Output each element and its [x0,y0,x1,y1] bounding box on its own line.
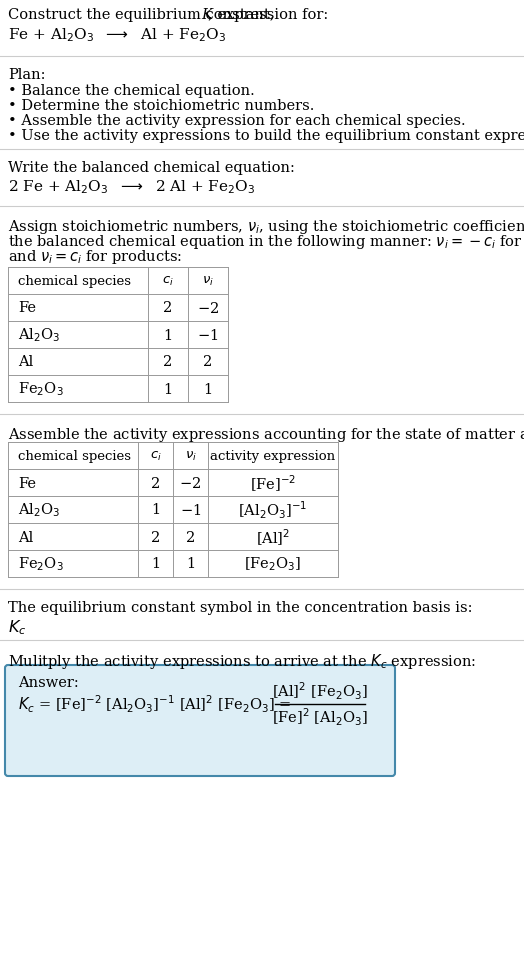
Text: [Al$_2$O$_3$]$^{-1}$: [Al$_2$O$_3$]$^{-1}$ [238,500,308,522]
Text: 1: 1 [163,383,172,396]
Text: [Fe]$^{-2}$: [Fe]$^{-2}$ [250,474,296,494]
Text: $c_i$: $c_i$ [149,450,161,463]
Text: chemical species: chemical species [18,450,131,463]
Text: Fe: Fe [18,477,36,491]
Text: 2: 2 [151,530,160,545]
Text: Fe$_2$O$_3$: Fe$_2$O$_3$ [18,381,64,398]
Text: activity expression: activity expression [211,450,335,463]
Text: Fe$_2$O$_3$: Fe$_2$O$_3$ [18,556,64,573]
Text: Assemble the activity expressions accounting for the state of matter and $\nu_i$: Assemble the activity expressions accoun… [8,426,524,444]
Text: 1: 1 [163,328,172,343]
Text: , expression for:: , expression for: [208,8,328,22]
Text: 2: 2 [186,530,195,545]
Text: • Determine the stoichiometric numbers.: • Determine the stoichiometric numbers. [8,99,314,113]
FancyBboxPatch shape [5,665,395,776]
Text: Al: Al [18,355,33,369]
Text: • Assemble the activity expression for each chemical species.: • Assemble the activity expression for e… [8,114,466,128]
Text: $-$2: $-$2 [197,301,219,316]
Text: $K_c$ = [Fe]$^{-2}$ [Al$_2$O$_3$]$^{-1}$ [Al]$^2$ [Fe$_2$O$_3$] =: $K_c$ = [Fe]$^{-2}$ [Al$_2$O$_3$]$^{-1}$… [18,693,291,715]
Text: [Fe]$^2$ [Al$_2$O$_3$]: [Fe]$^2$ [Al$_2$O$_3$] [272,706,368,727]
Text: 2 Fe + Al$_2$O$_3$  $\longrightarrow$  2 Al + Fe$_2$O$_3$: 2 Fe + Al$_2$O$_3$ $\longrightarrow$ 2 A… [8,178,256,195]
Text: [Fe$_2$O$_3$]: [Fe$_2$O$_3$] [244,556,302,573]
Text: The equilibrium constant symbol in the concentration basis is:: The equilibrium constant symbol in the c… [8,601,473,615]
Text: $-$1: $-$1 [180,503,201,518]
Text: 1: 1 [186,558,195,571]
Text: 1: 1 [151,503,160,518]
Text: $\nu_i$: $\nu_i$ [202,275,214,288]
Text: $c_i$: $c_i$ [162,275,174,288]
Text: [Al]$^2$ [Fe$_2$O$_3$]: [Al]$^2$ [Fe$_2$O$_3$] [272,680,368,701]
Text: and $\nu_i = c_i$ for products:: and $\nu_i = c_i$ for products: [8,248,182,266]
Text: 2: 2 [151,477,160,491]
Text: chemical species: chemical species [18,275,131,288]
Text: Al$_2$O$_3$: Al$_2$O$_3$ [18,326,60,345]
Text: 1: 1 [203,383,213,396]
Text: Write the balanced chemical equation:: Write the balanced chemical equation: [8,161,295,175]
Text: Plan:: Plan: [8,68,46,82]
Text: [Al]$^2$: [Al]$^2$ [256,527,290,547]
Text: Al: Al [18,530,33,545]
Text: Fe + Al$_2$O$_3$  $\longrightarrow$  Al + Fe$_2$O$_3$: Fe + Al$_2$O$_3$ $\longrightarrow$ Al + … [8,26,226,44]
Text: Answer:: Answer: [18,676,79,690]
Text: 1: 1 [151,558,160,571]
Text: Fe: Fe [18,301,36,316]
Text: $-$1: $-$1 [198,328,219,343]
Text: K: K [201,8,212,22]
Text: the balanced chemical equation in the following manner: $\nu_i = -c_i$ for react: the balanced chemical equation in the fo… [8,233,524,251]
Text: Assign stoichiometric numbers, $\nu_i$, using the stoichiometric coefficients, $: Assign stoichiometric numbers, $\nu_i$, … [8,218,524,236]
Text: $K_c$: $K_c$ [8,618,26,636]
Text: $\nu_i$: $\nu_i$ [184,450,196,463]
Text: • Balance the chemical equation.: • Balance the chemical equation. [8,84,255,98]
Text: $-$2: $-$2 [179,476,202,491]
Text: • Use the activity expressions to build the equilibrium constant expression.: • Use the activity expressions to build … [8,129,524,143]
Text: Al$_2$O$_3$: Al$_2$O$_3$ [18,501,60,520]
Text: Mulitply the activity expressions to arrive at the $K_c$ expression:: Mulitply the activity expressions to arr… [8,652,476,671]
Text: 2: 2 [163,355,172,369]
Text: 2: 2 [163,301,172,316]
Text: Construct the equilibrium constant,: Construct the equilibrium constant, [8,8,279,22]
Text: 2: 2 [203,355,213,369]
